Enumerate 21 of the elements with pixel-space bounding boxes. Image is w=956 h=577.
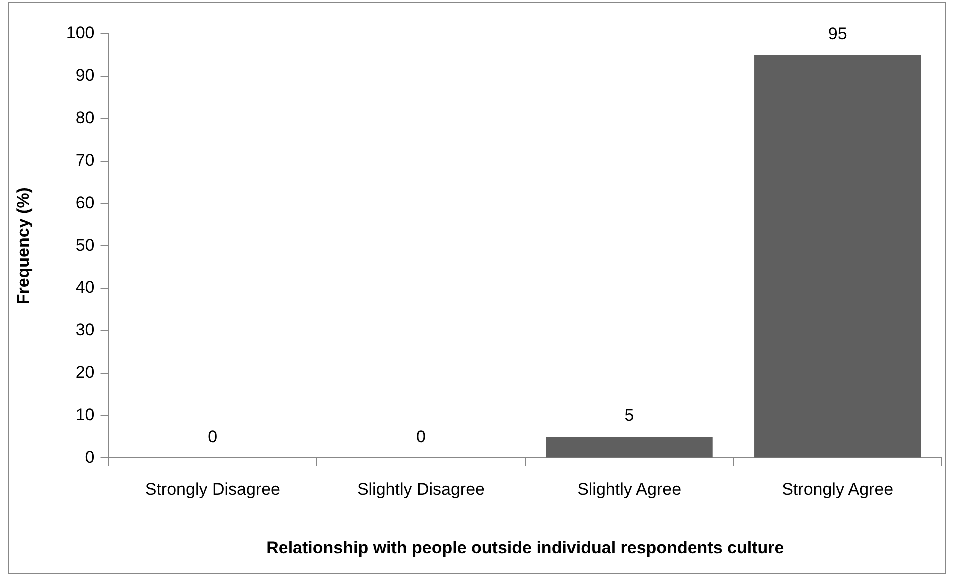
x-tick-label: Slightly Disagree: [357, 480, 486, 500]
y-tick-label: 20: [76, 363, 95, 382]
x-tick-label: Strongly Agree: [782, 480, 894, 500]
x-tick-label: Slightly Agree: [578, 480, 682, 500]
data-label: 5: [624, 406, 634, 426]
y-tick-label: 90: [76, 66, 95, 86]
y-tick-label: 0: [85, 448, 95, 467]
y-tick-label: 50: [76, 236, 95, 255]
y-tick-label: 40: [76, 278, 95, 298]
y-tick-label: 70: [76, 150, 95, 170]
y-tick-label: 100: [66, 24, 95, 43]
data-label: 0: [208, 427, 218, 446]
y-tick-label: 30: [76, 320, 95, 340]
data-label: 95: [828, 24, 848, 44]
y-axis-title: Frequency (%): [14, 188, 33, 305]
y-tick-label: 60: [76, 193, 95, 212]
y-tick-label: 10: [76, 405, 95, 424]
y-tick-label: 80: [76, 108, 95, 128]
data-label: 0: [416, 427, 426, 446]
x-axis-title: Relationship with people outside individual respondents culture: [266, 538, 784, 558]
x-tick-label: Strongly Disagree: [145, 480, 280, 500]
